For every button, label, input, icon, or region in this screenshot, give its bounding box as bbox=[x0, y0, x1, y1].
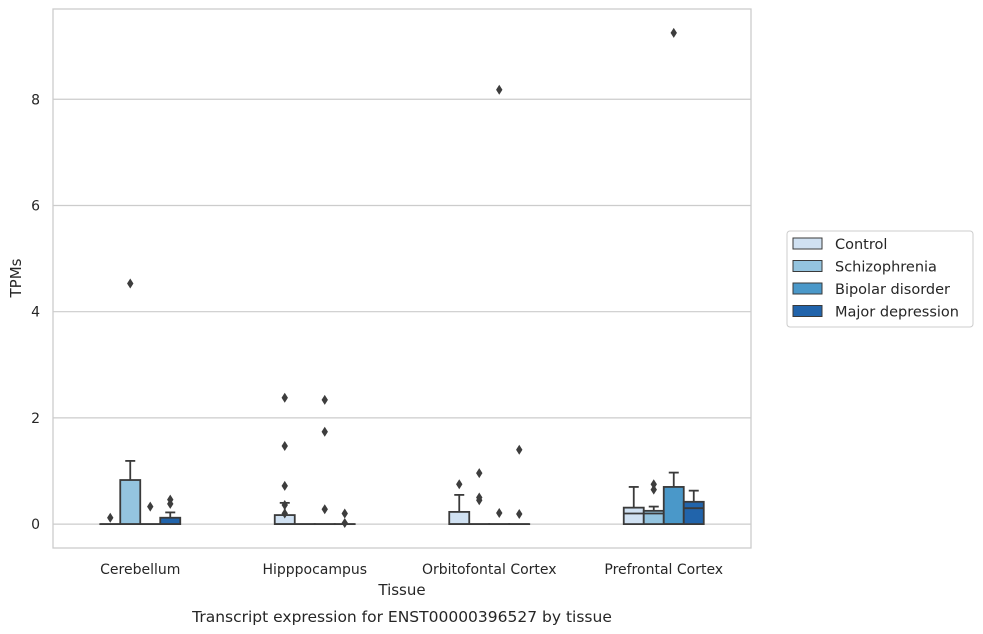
box-bipolar-disorder bbox=[139, 501, 162, 526]
outlier-point bbox=[147, 501, 154, 512]
box-control bbox=[99, 512, 122, 526]
legend-label: Schizophrenia bbox=[835, 260, 937, 276]
box-body bbox=[682, 500, 705, 526]
y-tick-labels: 0 2 4 6 8 bbox=[31, 92, 40, 533]
outlier-point bbox=[341, 518, 348, 529]
box-major-depression bbox=[508, 444, 531, 526]
box-bipolar-disorder bbox=[313, 394, 336, 526]
outlier-point bbox=[281, 480, 288, 491]
outlier-point bbox=[281, 508, 288, 519]
outlier-point bbox=[456, 479, 463, 490]
chart-caption: Transcript expression for ENST0000039652… bbox=[191, 608, 612, 626]
box-body bbox=[662, 486, 685, 526]
legend-label: Control bbox=[835, 237, 887, 253]
legend-label: Major depression bbox=[835, 305, 959, 321]
x-tick-label: Hipppocampus bbox=[262, 562, 367, 578]
x-tick-label: Orbitofontal Cortex bbox=[422, 562, 557, 578]
outlier-point bbox=[321, 426, 328, 437]
box-major-depression bbox=[682, 489, 705, 526]
outlier-point bbox=[107, 512, 114, 523]
x-tick-label: Cerebellum bbox=[100, 562, 180, 578]
outlier-point bbox=[516, 509, 523, 520]
box-body bbox=[622, 506, 645, 526]
box-bipolar-disorder bbox=[488, 84, 511, 526]
legend-label: Bipolar disorder bbox=[835, 282, 950, 298]
outlier-point bbox=[281, 499, 288, 510]
outlier-point bbox=[127, 278, 134, 289]
box-control bbox=[622, 486, 645, 526]
box-major-depression bbox=[159, 494, 182, 526]
outlier-point bbox=[341, 508, 348, 519]
legend-frame bbox=[786, 230, 974, 328]
outlier-point bbox=[650, 484, 657, 495]
outlier-point bbox=[516, 444, 523, 455]
box-bipolar-disorder bbox=[662, 27, 685, 526]
y-tick-label: 8 bbox=[31, 92, 40, 108]
outlier-point bbox=[321, 394, 328, 405]
x-tick-label: Prefrontal Cortex bbox=[604, 562, 723, 578]
legend-swatch bbox=[792, 282, 823, 295]
outlier-point bbox=[321, 504, 328, 515]
plot-frame bbox=[52, 8, 752, 549]
outlier-point bbox=[281, 392, 288, 403]
legend: Control Schizophrenia Bipolar disorder Majo… bbox=[786, 230, 974, 328]
box-control bbox=[273, 392, 296, 526]
legend-swatch bbox=[792, 305, 823, 317]
y-tick-label: 2 bbox=[31, 411, 40, 427]
box-body bbox=[119, 479, 142, 526]
y-tick-label: 0 bbox=[31, 517, 40, 533]
box-control bbox=[448, 479, 471, 526]
grid-lines bbox=[53, 98, 751, 525]
x-tick-labels: Cerebellum Hipppocampus Orbitofontal Corte… bbox=[100, 562, 723, 578]
outlier-point bbox=[496, 507, 503, 518]
outlier-point bbox=[281, 441, 288, 452]
y-axis-title: TPMs bbox=[7, 258, 25, 298]
legend-swatch bbox=[792, 260, 823, 272]
outlier-point bbox=[496, 84, 503, 95]
x-axis-title: Tissue bbox=[377, 581, 425, 599]
box-layer bbox=[99, 27, 705, 529]
outlier-point bbox=[650, 479, 657, 490]
box-major-depression bbox=[333, 508, 356, 529]
box-schizophrenia bbox=[642, 479, 665, 526]
box-body bbox=[159, 516, 182, 526]
outlier-point bbox=[476, 495, 483, 506]
outlier-point bbox=[167, 498, 174, 509]
y-tick-label: 6 bbox=[31, 198, 40, 214]
y-tick-label: 4 bbox=[31, 305, 40, 321]
box-schizophrenia bbox=[119, 278, 142, 526]
outlier-point bbox=[670, 27, 677, 38]
outlier-point bbox=[476, 468, 483, 479]
box-schizophrenia bbox=[468, 468, 491, 526]
legend-swatch bbox=[792, 237, 823, 250]
box-body bbox=[448, 510, 471, 526]
